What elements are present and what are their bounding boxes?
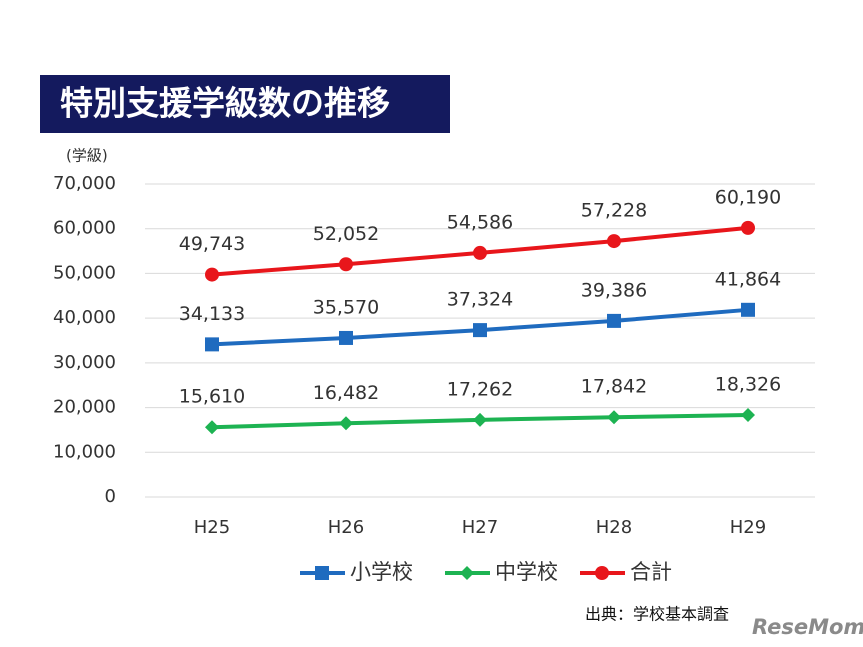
point [339,416,353,431]
point [205,420,219,435]
x-tick-label: H27 [462,517,498,538]
data-label: 49,743 [179,233,245,255]
data-label: 41,864 [715,268,781,290]
legend-label: 中学校 [495,560,558,584]
y-tick-label: 30,000 [53,352,116,373]
point [339,257,353,272]
point [607,410,621,425]
legend-marker [315,566,329,580]
data-label: 60,190 [715,186,781,208]
data-label: 54,586 [447,211,513,233]
y-tick-label: 70,000 [53,173,116,194]
point [741,408,755,423]
point [473,412,487,427]
x-tick-label: H25 [194,517,230,538]
x-tick-label: H28 [596,517,632,538]
data-label: 18,326 [715,374,781,396]
legend-label: 小学校 [350,560,413,584]
point [473,245,487,260]
data-label: 34,133 [179,303,245,325]
point [741,302,755,317]
point [205,267,219,282]
data-label: 52,052 [313,223,379,245]
point [607,234,621,249]
data-label: 17,262 [447,378,513,400]
chart-title: 特別支援学級数の推移 [60,84,390,123]
legend-marker [460,566,474,580]
data-label: 16,482 [313,382,379,404]
title-box [40,75,450,133]
y-tick-label: 40,000 [53,307,116,328]
legend-label: 合計 [630,560,672,584]
data-label: 57,228 [581,200,647,222]
y-tick-label: 10,000 [53,441,116,462]
y-tick-label: 50,000 [53,262,116,283]
point [741,220,755,235]
point [205,337,219,352]
y-tick-label: 20,000 [53,397,116,418]
x-tick-label: H29 [730,517,766,538]
data-label: 15,610 [179,386,245,408]
point [339,330,353,345]
x-tick-label: H26 [328,517,364,538]
point [473,323,487,338]
legend-marker [595,566,609,580]
y-axis-label: (学級) [66,147,108,165]
source: 出典：学校基本調査 [585,605,729,624]
data-label: 17,842 [581,376,647,398]
watermark: ReseMom [752,615,863,639]
data-label: 35,570 [313,296,379,318]
y-tick-label: 60,000 [53,218,116,239]
data-label: 39,386 [581,279,647,301]
point [607,313,621,328]
data-label: 37,324 [447,289,513,311]
y-tick-label: 0 [105,486,116,507]
